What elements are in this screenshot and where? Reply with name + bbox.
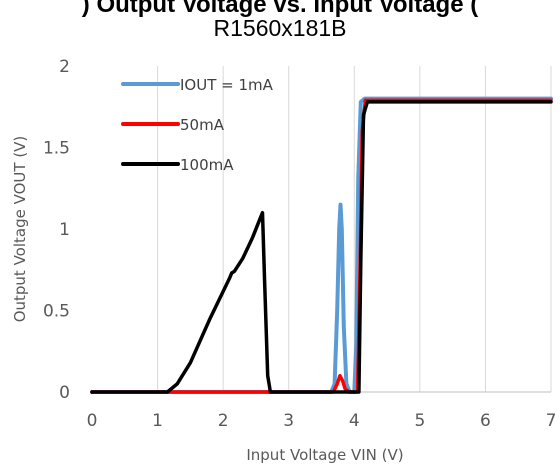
y-tick-label: 0 bbox=[59, 383, 70, 403]
series-layer bbox=[90, 96, 553, 394]
y-axis-label: Output Voltage VOUT (V) bbox=[11, 136, 29, 323]
x-tick-label: 2 bbox=[218, 411, 229, 431]
x-tick-label: 1 bbox=[152, 411, 163, 431]
y-tick-label: 0.5 bbox=[43, 302, 70, 322]
series-line-3 bbox=[90, 100, 553, 394]
y-tick-label: 2 bbox=[59, 57, 70, 77]
y-tick-label: 1.5 bbox=[43, 139, 70, 159]
tick-labels: 0 1 2 3 4 5 6 7 0 0.5 1 1.5 2 bbox=[43, 57, 556, 431]
x-tick-label: 6 bbox=[480, 411, 491, 431]
x-tick-label: 4 bbox=[349, 411, 360, 431]
grid bbox=[92, 66, 552, 393]
y-tick-label: 1 bbox=[59, 220, 70, 240]
x-tick-label: 7 bbox=[546, 411, 557, 431]
series-line-2 bbox=[90, 98, 553, 394]
series-line-1 bbox=[90, 96, 553, 394]
x-tick-label: 0 bbox=[87, 411, 98, 431]
chart-title-partial: ) Output Voltage vs. Input Voltage ( bbox=[81, 0, 479, 18]
x-tick-label: 5 bbox=[414, 411, 425, 431]
chart-title: R1560x181B bbox=[213, 15, 347, 41]
legend-label: 50mA bbox=[180, 116, 225, 134]
legend-label: 100mA bbox=[180, 156, 234, 174]
legend-label: IOUT = 1mA bbox=[180, 76, 274, 94]
x-axis-label: Input Voltage VIN (V) bbox=[246, 446, 403, 464]
x-tick-label: 3 bbox=[283, 411, 294, 431]
legend: IOUT = 1mA 50mA 100mA bbox=[121, 76, 274, 174]
